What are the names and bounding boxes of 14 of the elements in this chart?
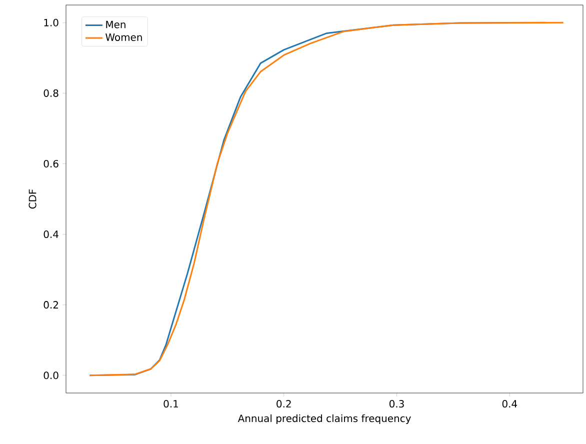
y-axis-title: CDF: [28, 189, 36, 209]
x-tick-label: 0.2: [276, 400, 291, 408]
y-tick-label: 0.2: [44, 301, 58, 309]
y-tick-label: 0.8: [44, 89, 58, 97]
x-tick-label: 0.1: [164, 400, 178, 408]
y-tick-label: 0.6: [44, 160, 58, 168]
legend-label: Women: [106, 34, 142, 41]
x-tick-label: 0.3: [389, 400, 404, 408]
legend-label: Men: [106, 20, 126, 28]
x-axis-title: Annual predicted claims frequency: [238, 414, 411, 424]
x-tick-label: 0.4: [502, 400, 517, 408]
y-tick-label: 0.0: [44, 372, 58, 380]
y-tick-label: 0.4: [44, 230, 58, 238]
y-tick-label: 1.0: [44, 18, 58, 26]
